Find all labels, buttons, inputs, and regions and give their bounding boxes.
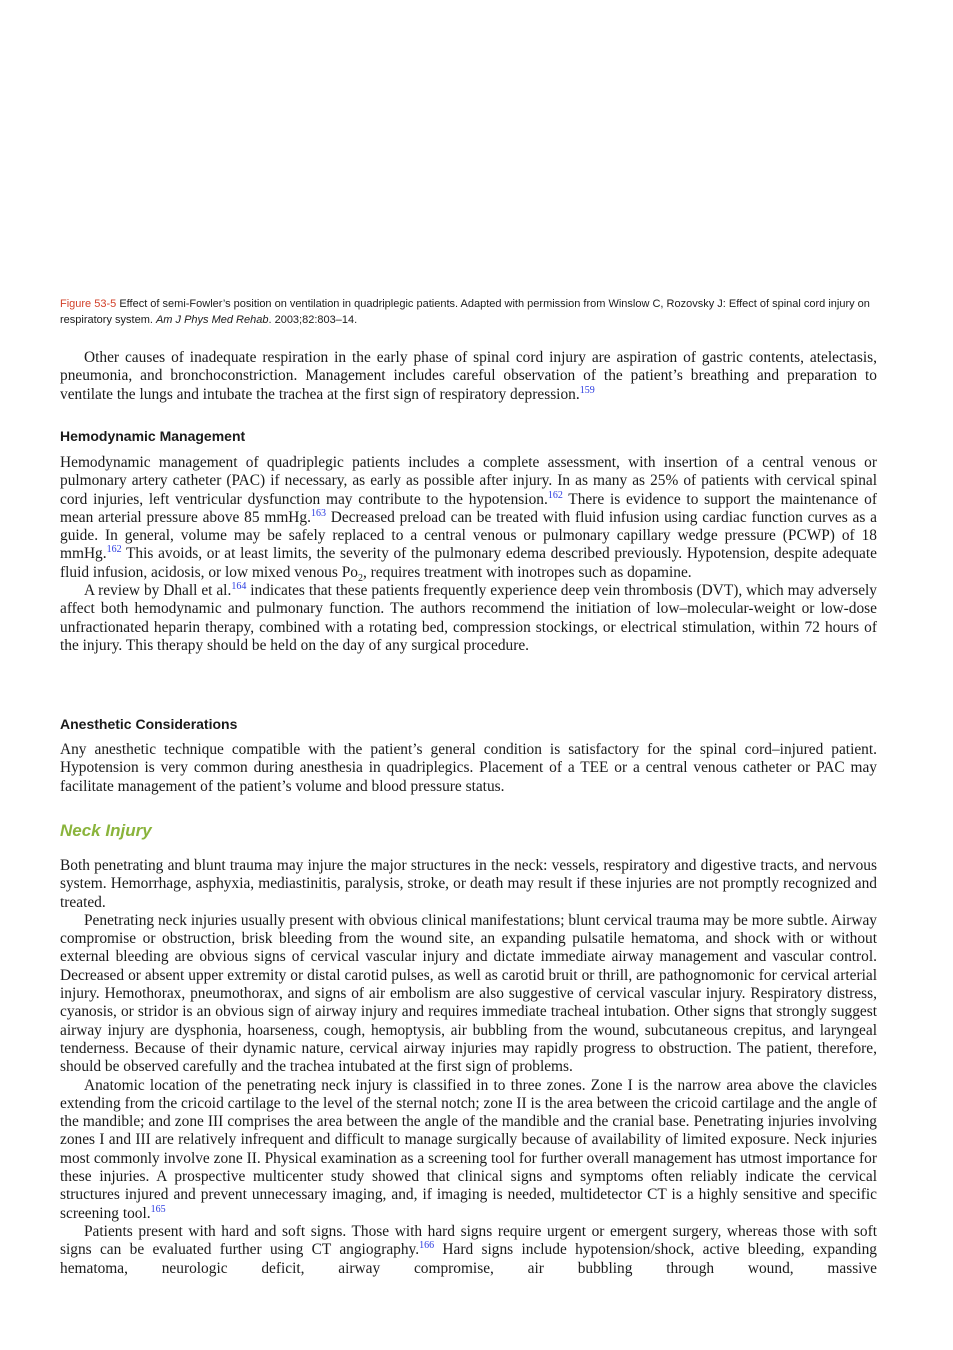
text-run: There is evidence to support the mainten…: [60, 490, 877, 526]
text-block: Hemodynamic management of quadriplegic p…: [60, 454, 877, 655]
text-run: Hemodynamic management of quadriplegic p…: [60, 454, 877, 508]
text-block: Any anesthetic technique compatible with…: [60, 741, 877, 796]
section-title: Neck Injury: [60, 821, 152, 840]
text-run: A review by Dhall et al.: [84, 582, 232, 600]
subscript: 2: [357, 572, 363, 584]
reference: 162: [106, 544, 122, 556]
paragraph: Any anesthetic technique compatible with…: [60, 741, 877, 796]
citation: . 2003;82:803–14.: [268, 314, 358, 326]
paragraph: Patients present with hard and soft sign…: [60, 1223, 877, 1278]
heading: Anesthetic Considerations: [60, 716, 238, 732]
text-run: Penetrating neck injuries usually presen…: [60, 911, 877, 1076]
text-run: This avoids, or at least limits, the sev…: [60, 545, 877, 581]
paragraph: A review by Dhall et al.164 indicates th…: [60, 582, 877, 655]
reference: 166: [419, 1240, 435, 1252]
reference: 165: [150, 1203, 166, 1215]
reference: 159: [579, 384, 595, 396]
paragraph: Hemodynamic management of quadriplegic p…: [60, 454, 877, 584]
reference: 162: [547, 489, 563, 501]
text-block: Other causes of inadequate respiration i…: [60, 349, 877, 404]
figure-label: Figure 53-5: [60, 298, 117, 310]
text-run: Anatomic location of the penetrating nec…: [60, 1076, 877, 1222]
paragraph: Other causes of inadequate respiration i…: [60, 349, 877, 404]
paragraph: Anatomic location of the penetrating nec…: [60, 1077, 877, 1223]
text-run: Any anesthetic technique compatible with…: [60, 741, 877, 795]
text-run: , requires treatment with inotropes such…: [362, 563, 692, 581]
text-run: indicates that these patients frequently…: [60, 582, 877, 654]
heading: Hemodynamic Management: [60, 428, 246, 444]
figure-area: [60, 0, 877, 280]
text-run: Both penetrating and blunt trauma may in…: [60, 857, 877, 911]
caption-text: Effect of semi-Fowler’s position on vent…: [60, 298, 870, 326]
reference: 163: [310, 507, 326, 519]
text-run: Patients present with hard and soft sign…: [60, 1222, 877, 1259]
journal: Am J Phys Med Rehab: [155, 314, 269, 326]
reference: 164: [231, 581, 247, 593]
text-run: Other causes of inadequate respiration i…: [60, 349, 877, 403]
text-block: Both penetrating and blunt trauma may in…: [60, 857, 877, 1278]
text-run: Decreased preload can be treated with fl…: [60, 508, 877, 563]
paragraph: Penetrating neck injuries usually presen…: [60, 912, 877, 1077]
text-run: Hard signs include hypotension/shock, ac…: [60, 1241, 877, 1277]
paragraph: Both penetrating and blunt trauma may in…: [60, 857, 877, 912]
figure-caption: Figure 53-5 Effect of semi-Fowler’s posi…: [60, 296, 877, 328]
